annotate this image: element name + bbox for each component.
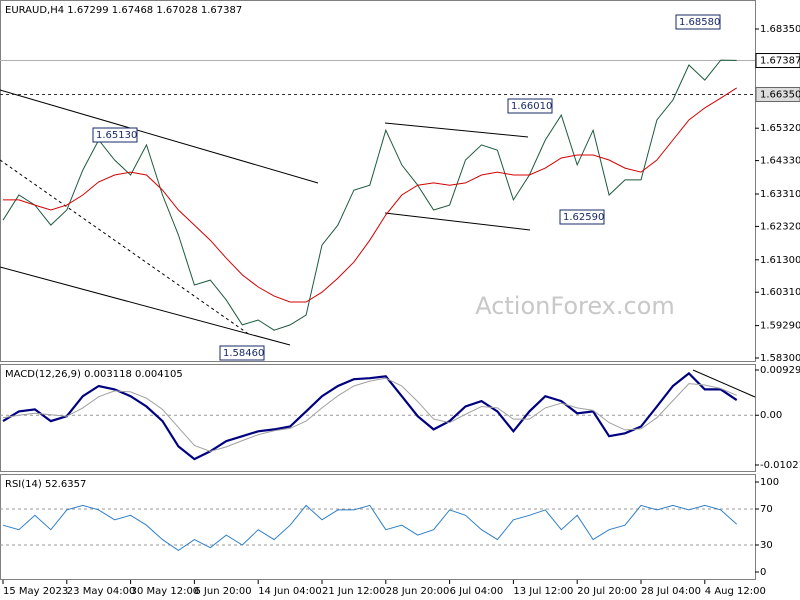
x-tick-label: 6 Jul 04:00 xyxy=(450,586,504,597)
y-tick-label: 0.00 xyxy=(760,410,782,421)
series-line xyxy=(3,87,737,303)
y-tick-label: 1.62320 xyxy=(760,221,800,232)
x-tick-label: 13 Jul 12:00 xyxy=(513,586,573,597)
panel-title: EURAUD,H4 1.67299 1.67468 1.67028 1.6738… xyxy=(5,5,242,16)
annotation-box xyxy=(559,209,605,225)
y-tick-label: 1.59290 xyxy=(760,321,800,332)
series-line xyxy=(2,377,737,452)
trend-line xyxy=(384,212,531,231)
y-tick-label: 1.64330 xyxy=(760,156,800,167)
trend-line xyxy=(0,89,319,184)
trend-line xyxy=(692,369,756,398)
panel-title: MACD(12,26,9) 0.003118 0.004105 xyxy=(5,369,183,380)
rsi-panel xyxy=(0,474,756,580)
y-tick-label: 70 xyxy=(760,504,773,515)
annotation-box xyxy=(92,127,138,143)
x-tick-label: 20 Jul 20:00 xyxy=(577,586,637,597)
y-tick-label: 100 xyxy=(760,477,779,488)
annotation-box xyxy=(219,345,265,361)
annotation: 1.66010 xyxy=(511,101,552,112)
x-tick-label: 23 May 04:00 xyxy=(67,586,136,597)
y-tick-label: 1.63310 xyxy=(760,189,800,200)
annotation: 1.68580 xyxy=(679,17,720,28)
panel-title: RSI(14) 52.6357 xyxy=(5,479,86,490)
annotation: 1.62590 xyxy=(563,212,604,223)
x-tick-label: 30 May 12:00 xyxy=(131,586,200,597)
annotation-box xyxy=(675,14,721,30)
series-line xyxy=(2,371,738,461)
x-tick-label: 15 May 2023 xyxy=(3,586,68,597)
y-tick-label: -0.010211 xyxy=(760,460,800,471)
trend-line xyxy=(384,122,529,138)
trend-line xyxy=(0,266,291,346)
series-line xyxy=(2,504,738,552)
x-tick-label: 28 Jun 20:00 xyxy=(386,586,450,597)
y-tick-label: 30 xyxy=(760,540,773,551)
last-price-label: 1.67387 xyxy=(760,56,800,67)
x-tick-label: 14 Jun 04:00 xyxy=(258,586,322,597)
y-tick-label: 1.58300 xyxy=(760,353,800,364)
x-tick-label: 6 Jun 20:00 xyxy=(194,586,251,597)
x-tick-label: 4 Aug 12:00 xyxy=(705,586,766,597)
annotation: 1.58460 xyxy=(223,348,264,359)
macd-panel xyxy=(0,364,756,472)
y-tick-label: 0.009291 xyxy=(760,365,800,376)
y-tick-label: 0 xyxy=(760,567,766,578)
watermark: ActionForex.com xyxy=(475,292,675,320)
y-tick-label: 1.61300 xyxy=(760,255,800,266)
y-tick-label: 1.60310 xyxy=(760,287,800,298)
x-tick-label: 21 Jun 12:00 xyxy=(322,586,386,597)
y-tick-label: 1.65320 xyxy=(760,123,800,134)
annotation: 1.65130 xyxy=(96,130,137,141)
trend-line xyxy=(0,159,251,336)
level-label: 1.66350 xyxy=(760,89,800,100)
annotation-box xyxy=(507,98,553,114)
x-tick-label: 28 Jul 04:00 xyxy=(641,586,701,597)
last-price-box xyxy=(755,53,800,69)
y-tick-label: 1.68350 xyxy=(760,24,800,35)
series-line xyxy=(2,59,737,331)
level-box xyxy=(755,86,800,102)
